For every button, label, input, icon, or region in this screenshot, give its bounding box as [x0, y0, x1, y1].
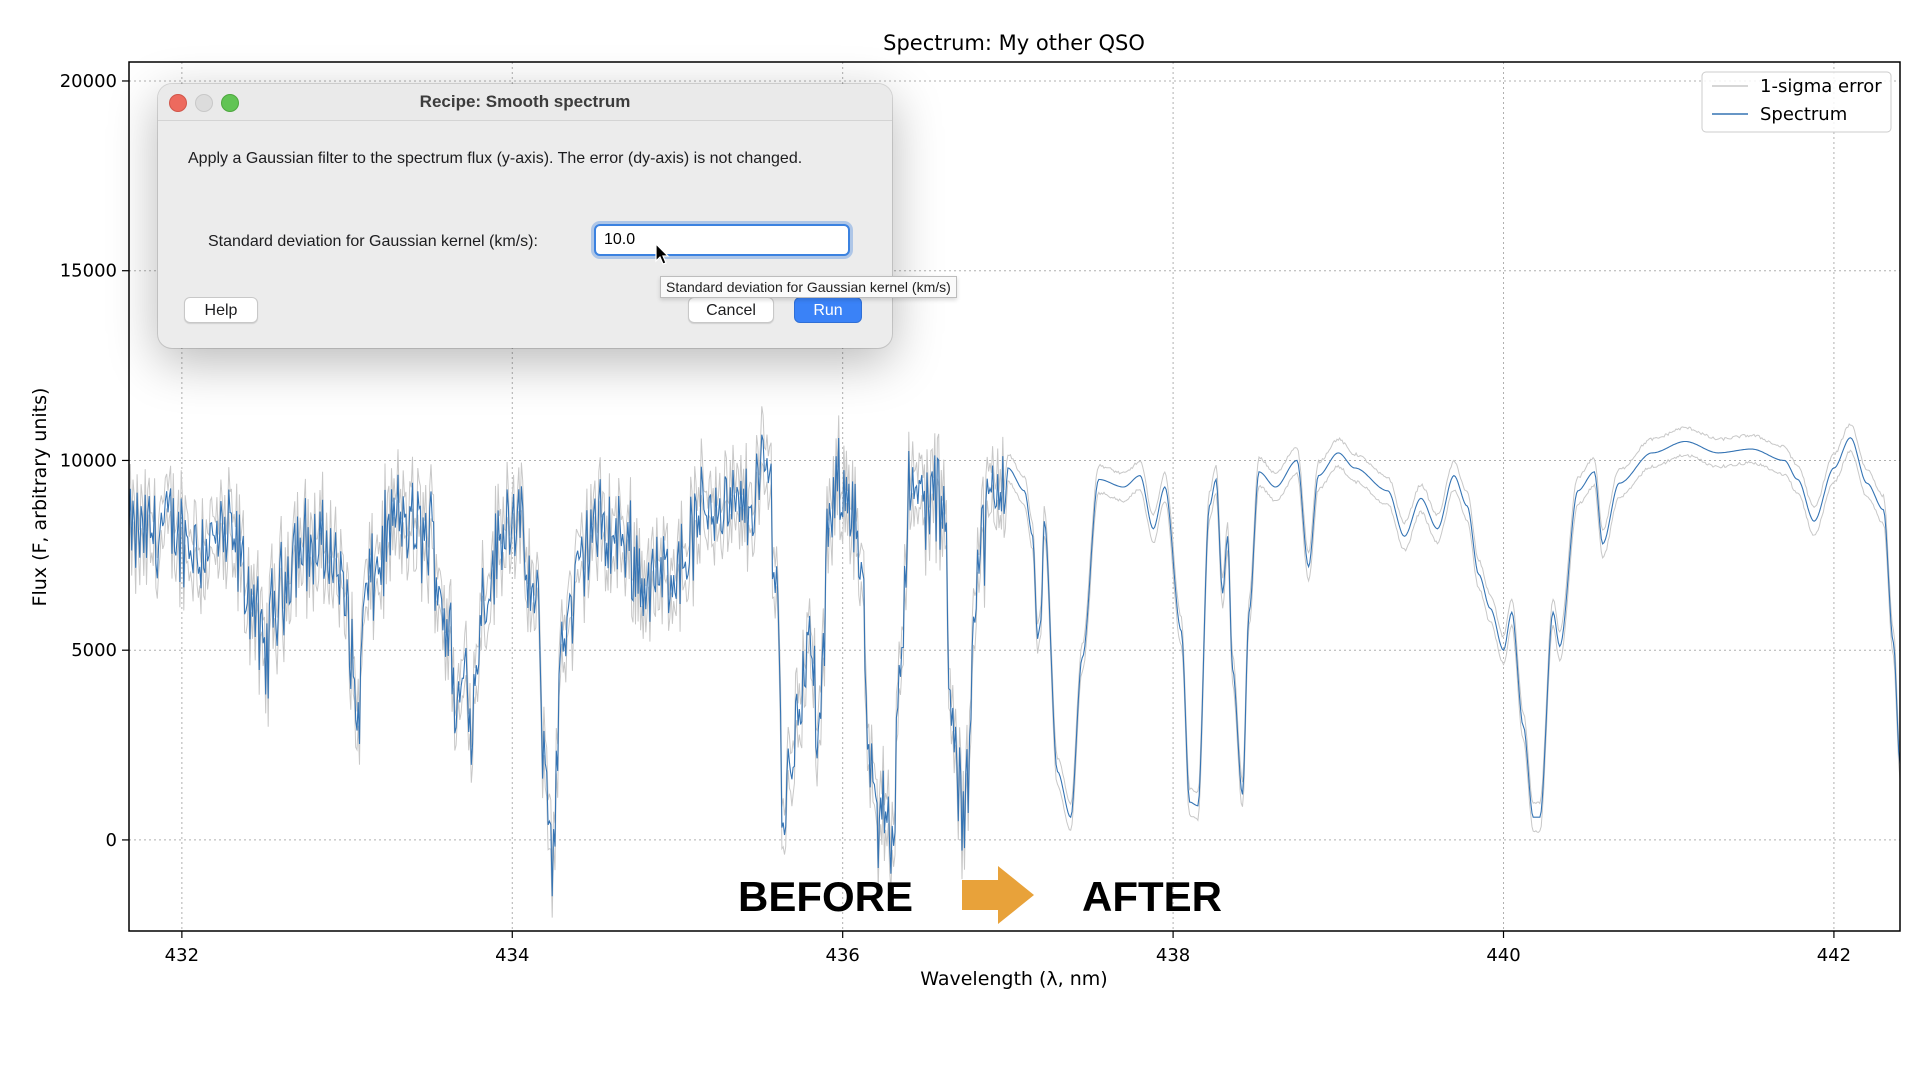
x-tick-label: 434	[495, 945, 529, 966]
window-zoom-button[interactable]	[221, 94, 239, 112]
legend-error-label: 1-sigma error	[1760, 76, 1882, 97]
dialog-titlebar[interactable]: Recipe: Smooth spectrum	[158, 84, 892, 121]
y-axis-ticks: 0 5000 10000 15000 20000	[60, 71, 129, 851]
before-label: BEFORE	[738, 873, 913, 920]
before-after-annotation: BEFORE AFTER	[738, 866, 1222, 924]
plot-frame	[128, 61, 1901, 932]
smooth-spectrum-dialog: Recipe: Smooth spectrum Apply a Gaussian…	[158, 84, 892, 348]
arrow-right-icon	[962, 866, 1034, 924]
dialog-description: Apply a Gaussian filter to the spectrum …	[188, 150, 803, 167]
help-button[interactable]: Help	[184, 297, 258, 323]
y-tick-label: 5000	[71, 640, 117, 661]
kernel-stddev-input[interactable]	[594, 224, 850, 256]
y-axis-label: Flux (F, arbitrary units)	[29, 388, 51, 607]
series-layer	[128, 406, 1901, 918]
input-tooltip: Standard deviation for Gaussian kernel (…	[660, 276, 957, 298]
kernel-stddev-label: Standard deviation for Gaussian kernel (…	[208, 233, 538, 250]
error-upper-line	[128, 406, 1901, 876]
x-tick-label: 438	[1156, 945, 1190, 966]
window-minimize-button[interactable]	[195, 94, 213, 112]
window-close-button[interactable]	[169, 94, 187, 112]
x-tick-label: 442	[1817, 945, 1851, 966]
x-tick-label: 440	[1486, 945, 1520, 966]
legend-spectrum-label: Spectrum	[1760, 104, 1847, 125]
x-tick-label: 436	[826, 945, 860, 966]
y-tick-label: 10000	[60, 450, 117, 471]
legend: 1-sigma error Spectrum	[1701, 71, 1892, 133]
cancel-button[interactable]: Cancel	[688, 297, 774, 323]
dialog-title: Recipe: Smooth spectrum	[419, 92, 631, 111]
x-axis-label: Wavelength (λ, nm)	[920, 968, 1107, 990]
run-button[interactable]: Run	[794, 297, 862, 323]
after-label: AFTER	[1082, 873, 1222, 920]
y-tick-label: 15000	[60, 261, 117, 282]
y-tick-label: 0	[106, 830, 117, 851]
y-tick-label: 20000	[60, 71, 117, 92]
chart-title: Spectrum: My other QSO	[883, 31, 1145, 55]
x-tick-label: 432	[165, 945, 199, 966]
x-axis-ticks: 432 434 436 438 440 442	[165, 931, 1851, 966]
error-lower-line	[128, 449, 1901, 918]
mouse-pointer-icon	[655, 243, 670, 265]
spectrum-line	[128, 434, 1901, 897]
